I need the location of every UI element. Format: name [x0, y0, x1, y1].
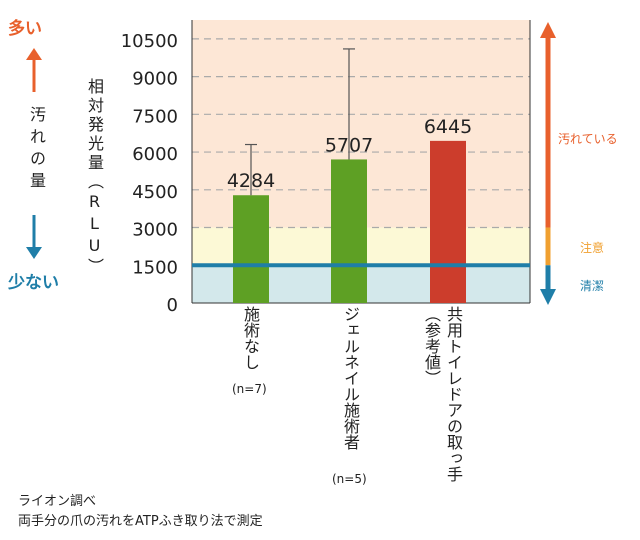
x-label-gel-nail-text: ジェルネイル施術者: [341, 306, 360, 450]
legend-less-label: 少ない: [8, 273, 59, 293]
bar-2: [430, 140, 466, 303]
y-tick-label: 9000: [132, 69, 178, 90]
x-label-no-treatment-text: 施術なし: [241, 306, 260, 370]
y-tick-label: 7500: [132, 106, 178, 127]
bar-0: [233, 195, 269, 303]
scale-label-dirty: 汚れている: [558, 132, 618, 146]
legend-more-label: 多い: [8, 19, 42, 39]
up-arrow-icon: [26, 48, 42, 92]
down-arrow-icon: [26, 215, 42, 259]
y-tick-label: 0: [167, 295, 178, 316]
x-note-no-treatment: (n=7): [232, 382, 267, 396]
scale-label-clean: 清潔: [580, 279, 604, 293]
footnote-source: ライオン調べ: [18, 494, 97, 509]
value-label-1: 5707: [325, 134, 373, 156]
y-tick-label: 3000: [132, 220, 178, 241]
y-tick-label: 6000: [132, 144, 178, 165]
legend-amount-label: 汚れの量: [27, 106, 46, 194]
scale-caution-segment: [545, 227, 551, 266]
x-label-no-treatment: 施術なし: [238, 306, 262, 370]
y-axis-title: 相対発光量（RLU）: [85, 78, 104, 277]
y-tick-label: 10500: [121, 31, 178, 52]
scale-up-arrowhead: [540, 22, 556, 38]
scale-label-caution: 注意: [580, 240, 604, 255]
scale-dirty-segment: [545, 36, 551, 228]
y-tick-label: 1500: [132, 257, 178, 278]
x-label-toilet-door-text: 共用トイレドアの取っ手（参考値）: [422, 306, 463, 482]
value-label-0: 4284: [227, 170, 275, 192]
y-tick-label: 4500: [132, 182, 178, 203]
x-note-gel-nail: (n=5): [332, 472, 367, 486]
footnote-method: 両手分の爪の汚れをATPふき取り法で測定: [18, 514, 263, 529]
bar-1: [331, 159, 367, 303]
scale-clean-segment: [545, 265, 551, 290]
x-label-toilet-door: 共用トイレドアの取っ手（参考値）: [420, 306, 468, 522]
scale-down-arrowhead: [540, 289, 556, 305]
x-label-gel-nail: ジェルネイル施術者: [338, 306, 362, 450]
value-label-2: 6445: [424, 116, 472, 138]
